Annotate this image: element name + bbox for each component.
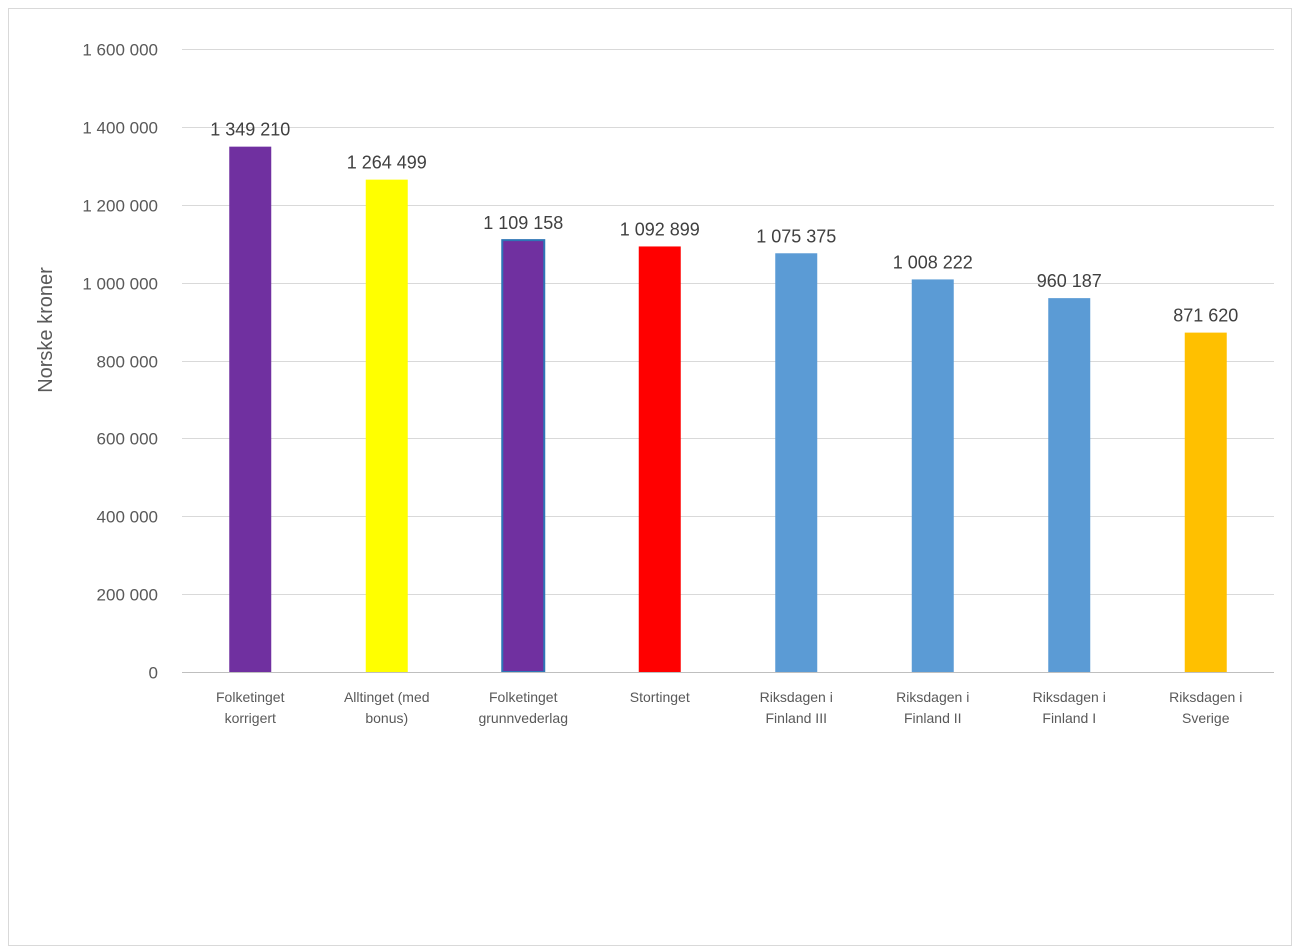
y-tick-label: 1 200 000: [82, 197, 158, 216]
data-label: 1 092 899: [620, 219, 700, 239]
y-axis-label: Norske kroner: [35, 267, 57, 393]
bar: [501, 239, 546, 673]
x-tick-label: Riksdagen i: [760, 689, 833, 705]
y-tick-label: 1 600 000: [82, 41, 158, 60]
bar: [775, 253, 818, 672]
y-tick-label: 1 000 000: [82, 275, 158, 294]
x-tick-label: Riksdagen i: [1033, 689, 1106, 705]
x-tick-label: Alltinget (med: [344, 689, 430, 705]
bar: [1184, 332, 1227, 672]
x-tick-label: Folketinget: [489, 689, 558, 705]
x-tick-label: Finland II: [904, 710, 962, 726]
y-tick-label: 1 400 000: [82, 119, 158, 138]
x-tick-label: Finland III: [766, 710, 827, 726]
y-tick-label: 800 000: [97, 353, 158, 372]
data-label: 1 075 375: [756, 226, 836, 246]
y-tick-label: 0: [149, 664, 158, 683]
y-tick-label: 200 000: [97, 586, 158, 605]
x-tick-label: Stortinget: [630, 689, 690, 705]
data-label: 1 008 222: [893, 252, 973, 272]
x-tick-label: Riksdagen i: [896, 689, 969, 705]
x-tick-label: Riksdagen i: [1169, 689, 1242, 705]
bar: [1048, 298, 1091, 672]
x-tick-label: Sverige: [1182, 710, 1230, 726]
bar: [365, 179, 408, 673]
y-tick-label: 400 000: [97, 508, 158, 527]
x-tick-label: grunnvederlag: [478, 710, 568, 726]
data-label: 960 187: [1037, 271, 1102, 291]
bar: [638, 246, 681, 672]
data-label: 1 264 499: [347, 153, 427, 173]
data-label: 1 349 210: [210, 120, 290, 140]
bar: [911, 279, 954, 672]
bar: [229, 146, 272, 672]
x-tick-label: bonus): [365, 710, 408, 726]
data-label: 1 109 158: [483, 213, 563, 233]
x-tick-label: Folketinget: [216, 689, 285, 705]
y-tick-label: 600 000: [97, 430, 158, 449]
data-label: 871 620: [1173, 306, 1238, 326]
x-tick-label: Finland I: [1042, 710, 1096, 726]
x-tick-label: korrigert: [225, 710, 276, 726]
